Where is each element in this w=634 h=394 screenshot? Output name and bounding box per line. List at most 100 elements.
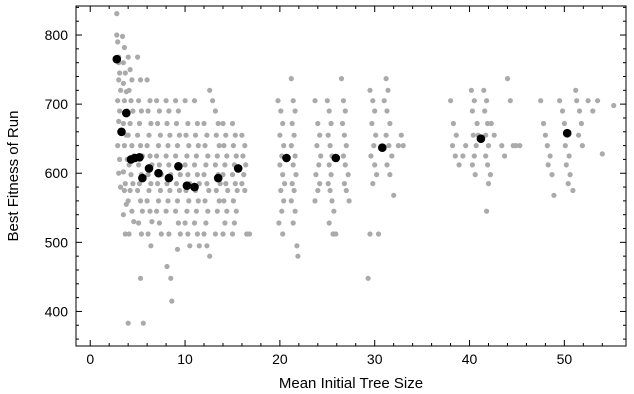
run-point bbox=[230, 143, 236, 149]
run-point bbox=[212, 162, 218, 168]
run-point bbox=[316, 162, 322, 168]
x-tick-label: 10 bbox=[177, 351, 193, 367]
run-point bbox=[290, 162, 296, 168]
run-point bbox=[145, 231, 151, 237]
run-point bbox=[167, 187, 173, 194]
run-point bbox=[599, 151, 605, 157]
run-point bbox=[375, 231, 382, 237]
run-point bbox=[343, 143, 349, 149]
run-point bbox=[574, 98, 580, 104]
run-point bbox=[280, 231, 286, 237]
run-point bbox=[291, 132, 297, 138]
mean-points-layer bbox=[112, 54, 572, 192]
run-point bbox=[276, 220, 282, 226]
run-point bbox=[565, 181, 571, 187]
run-point bbox=[121, 187, 127, 194]
run-point bbox=[453, 132, 459, 138]
run-point bbox=[595, 98, 601, 104]
run-point bbox=[290, 98, 296, 104]
run-point bbox=[275, 98, 281, 104]
y-axis: 400 500 600 700 800 bbox=[45, 6, 626, 340]
run-point bbox=[326, 108, 332, 114]
run-point bbox=[146, 187, 152, 194]
run-point bbox=[220, 120, 226, 127]
run-point bbox=[487, 172, 493, 178]
run-point bbox=[547, 153, 553, 159]
run-point bbox=[164, 263, 170, 270]
run-point bbox=[513, 143, 519, 149]
run-point bbox=[383, 76, 389, 82]
run-point bbox=[317, 181, 323, 187]
y-tick-label: 800 bbox=[45, 27, 69, 43]
mean-point bbox=[135, 153, 144, 162]
run-point bbox=[129, 143, 135, 149]
run-point bbox=[315, 120, 321, 127]
run-point bbox=[395, 143, 401, 149]
run-point bbox=[173, 120, 180, 127]
run-point bbox=[154, 208, 160, 214]
run-point bbox=[177, 231, 183, 237]
run-point bbox=[460, 153, 466, 159]
run-point bbox=[343, 187, 349, 194]
run-point bbox=[365, 275, 371, 281]
run-point bbox=[318, 153, 324, 159]
mean-point bbox=[122, 108, 131, 118]
y-axis-title: Best Fitness of Run bbox=[5, 111, 22, 242]
run-point bbox=[147, 98, 153, 104]
run-point bbox=[342, 162, 348, 168]
mean-point bbox=[190, 182, 199, 192]
run-point bbox=[115, 39, 121, 45]
run-point bbox=[292, 208, 298, 214]
run-point bbox=[215, 120, 221, 127]
mean-point bbox=[154, 168, 163, 178]
run-point bbox=[137, 198, 144, 204]
run-point bbox=[544, 143, 550, 149]
run-point bbox=[448, 98, 454, 104]
run-point bbox=[191, 220, 198, 226]
run-point bbox=[384, 162, 390, 168]
run-point bbox=[507, 98, 513, 104]
run-point bbox=[463, 143, 469, 149]
run-point bbox=[177, 172, 183, 178]
run-point bbox=[155, 181, 161, 187]
mean-point bbox=[164, 173, 174, 183]
run-point bbox=[135, 54, 141, 60]
mean-point bbox=[174, 162, 183, 171]
run-point bbox=[472, 172, 478, 178]
run-point bbox=[281, 198, 287, 204]
run-point bbox=[294, 243, 300, 249]
run-point bbox=[222, 162, 228, 168]
mean-point bbox=[282, 153, 291, 163]
run-point bbox=[175, 108, 181, 114]
run-point bbox=[243, 162, 249, 168]
y-tick-label: 600 bbox=[45, 165, 69, 181]
run-point bbox=[483, 153, 489, 159]
run-point bbox=[369, 120, 375, 127]
x-tick-label: 30 bbox=[367, 351, 383, 367]
run-point bbox=[118, 184, 124, 190]
run-point bbox=[169, 298, 175, 304]
run-point bbox=[130, 108, 136, 114]
run-point bbox=[542, 132, 549, 138]
x-tick-label: 50 bbox=[557, 351, 573, 367]
run-point bbox=[155, 198, 162, 204]
run-point bbox=[314, 143, 320, 149]
run-point bbox=[212, 231, 218, 237]
run-point bbox=[561, 120, 568, 127]
run-point bbox=[317, 132, 323, 138]
run-point bbox=[145, 172, 151, 178]
run-point bbox=[398, 132, 404, 138]
run-point bbox=[154, 153, 160, 159]
run-point bbox=[144, 143, 150, 149]
run-point bbox=[164, 120, 170, 127]
run-point bbox=[389, 153, 395, 159]
run-point bbox=[313, 172, 319, 178]
run-point bbox=[193, 153, 199, 159]
run-point bbox=[138, 231, 144, 237]
run-point bbox=[130, 181, 136, 187]
run-point bbox=[125, 54, 131, 60]
run-point bbox=[203, 220, 209, 226]
run-point bbox=[325, 132, 331, 138]
run-point bbox=[484, 98, 490, 104]
run-point bbox=[381, 98, 387, 104]
